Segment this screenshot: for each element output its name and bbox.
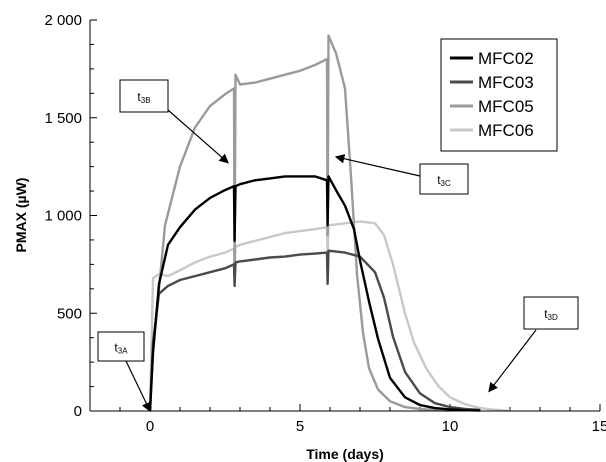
annotation-label: t3D: [544, 307, 558, 322]
series-line-mfc05: [148, 34, 451, 412]
x-tick-label: 15: [592, 418, 606, 435]
x-tick-label: 5: [296, 418, 304, 435]
annotation-box: [523, 296, 579, 330]
y-tick-label: 500: [57, 305, 82, 322]
y-tick-label: 0: [74, 403, 82, 420]
series-lines: [148, 34, 511, 412]
annotation-arrow: [125, 360, 151, 413]
legend-label-mfc05: MFC05: [478, 97, 534, 116]
annotation-arrow: [488, 329, 537, 393]
series-line-mfc02: [148, 175, 481, 412]
y-tick-label: 1 000: [44, 208, 82, 225]
legend-label-mfc03: MFC03: [478, 73, 534, 92]
annotation-t3a: t3A: [97, 331, 151, 413]
annotation-box: [419, 163, 469, 195]
x-tick-label: 0: [146, 418, 154, 435]
x-axis-title: Time (days): [306, 446, 384, 462]
y-axis-title: PMAX (µW): [13, 178, 29, 253]
legend-label-mfc06: MFC06: [478, 121, 534, 140]
x-tick-label: 10: [442, 418, 459, 435]
annotation-label: t3C: [437, 173, 451, 188]
annotation-label: t3B: [137, 90, 150, 105]
annotations: t3A t3B t3C t3D: [97, 79, 579, 413]
annotation-t3b: t3B: [119, 79, 229, 164]
annotation-box: [119, 79, 169, 113]
y-tick-label: 1 500: [44, 110, 82, 127]
annotation-label: t3A: [114, 341, 128, 356]
tick-labels: 0 500 1 000 1 500 2 000 0 5 10 15: [44, 12, 606, 435]
y-tick-label: 2 000: [44, 12, 82, 29]
axes: [89, 20, 600, 412]
annotation-arrow: [167, 109, 229, 164]
legend: MFC02 MFC03 MFC05 MFC06: [440, 38, 558, 152]
legend-label-mfc02: MFC02: [478, 49, 534, 68]
annotation-box: [97, 331, 145, 362]
annotation-arrow: [334, 154, 421, 177]
series-line-mfc06: [148, 220, 511, 412]
annotation-t3c: t3C: [334, 154, 469, 195]
annotation-t3d: t3D: [488, 296, 579, 393]
series-line-mfc03: [148, 249, 481, 412]
